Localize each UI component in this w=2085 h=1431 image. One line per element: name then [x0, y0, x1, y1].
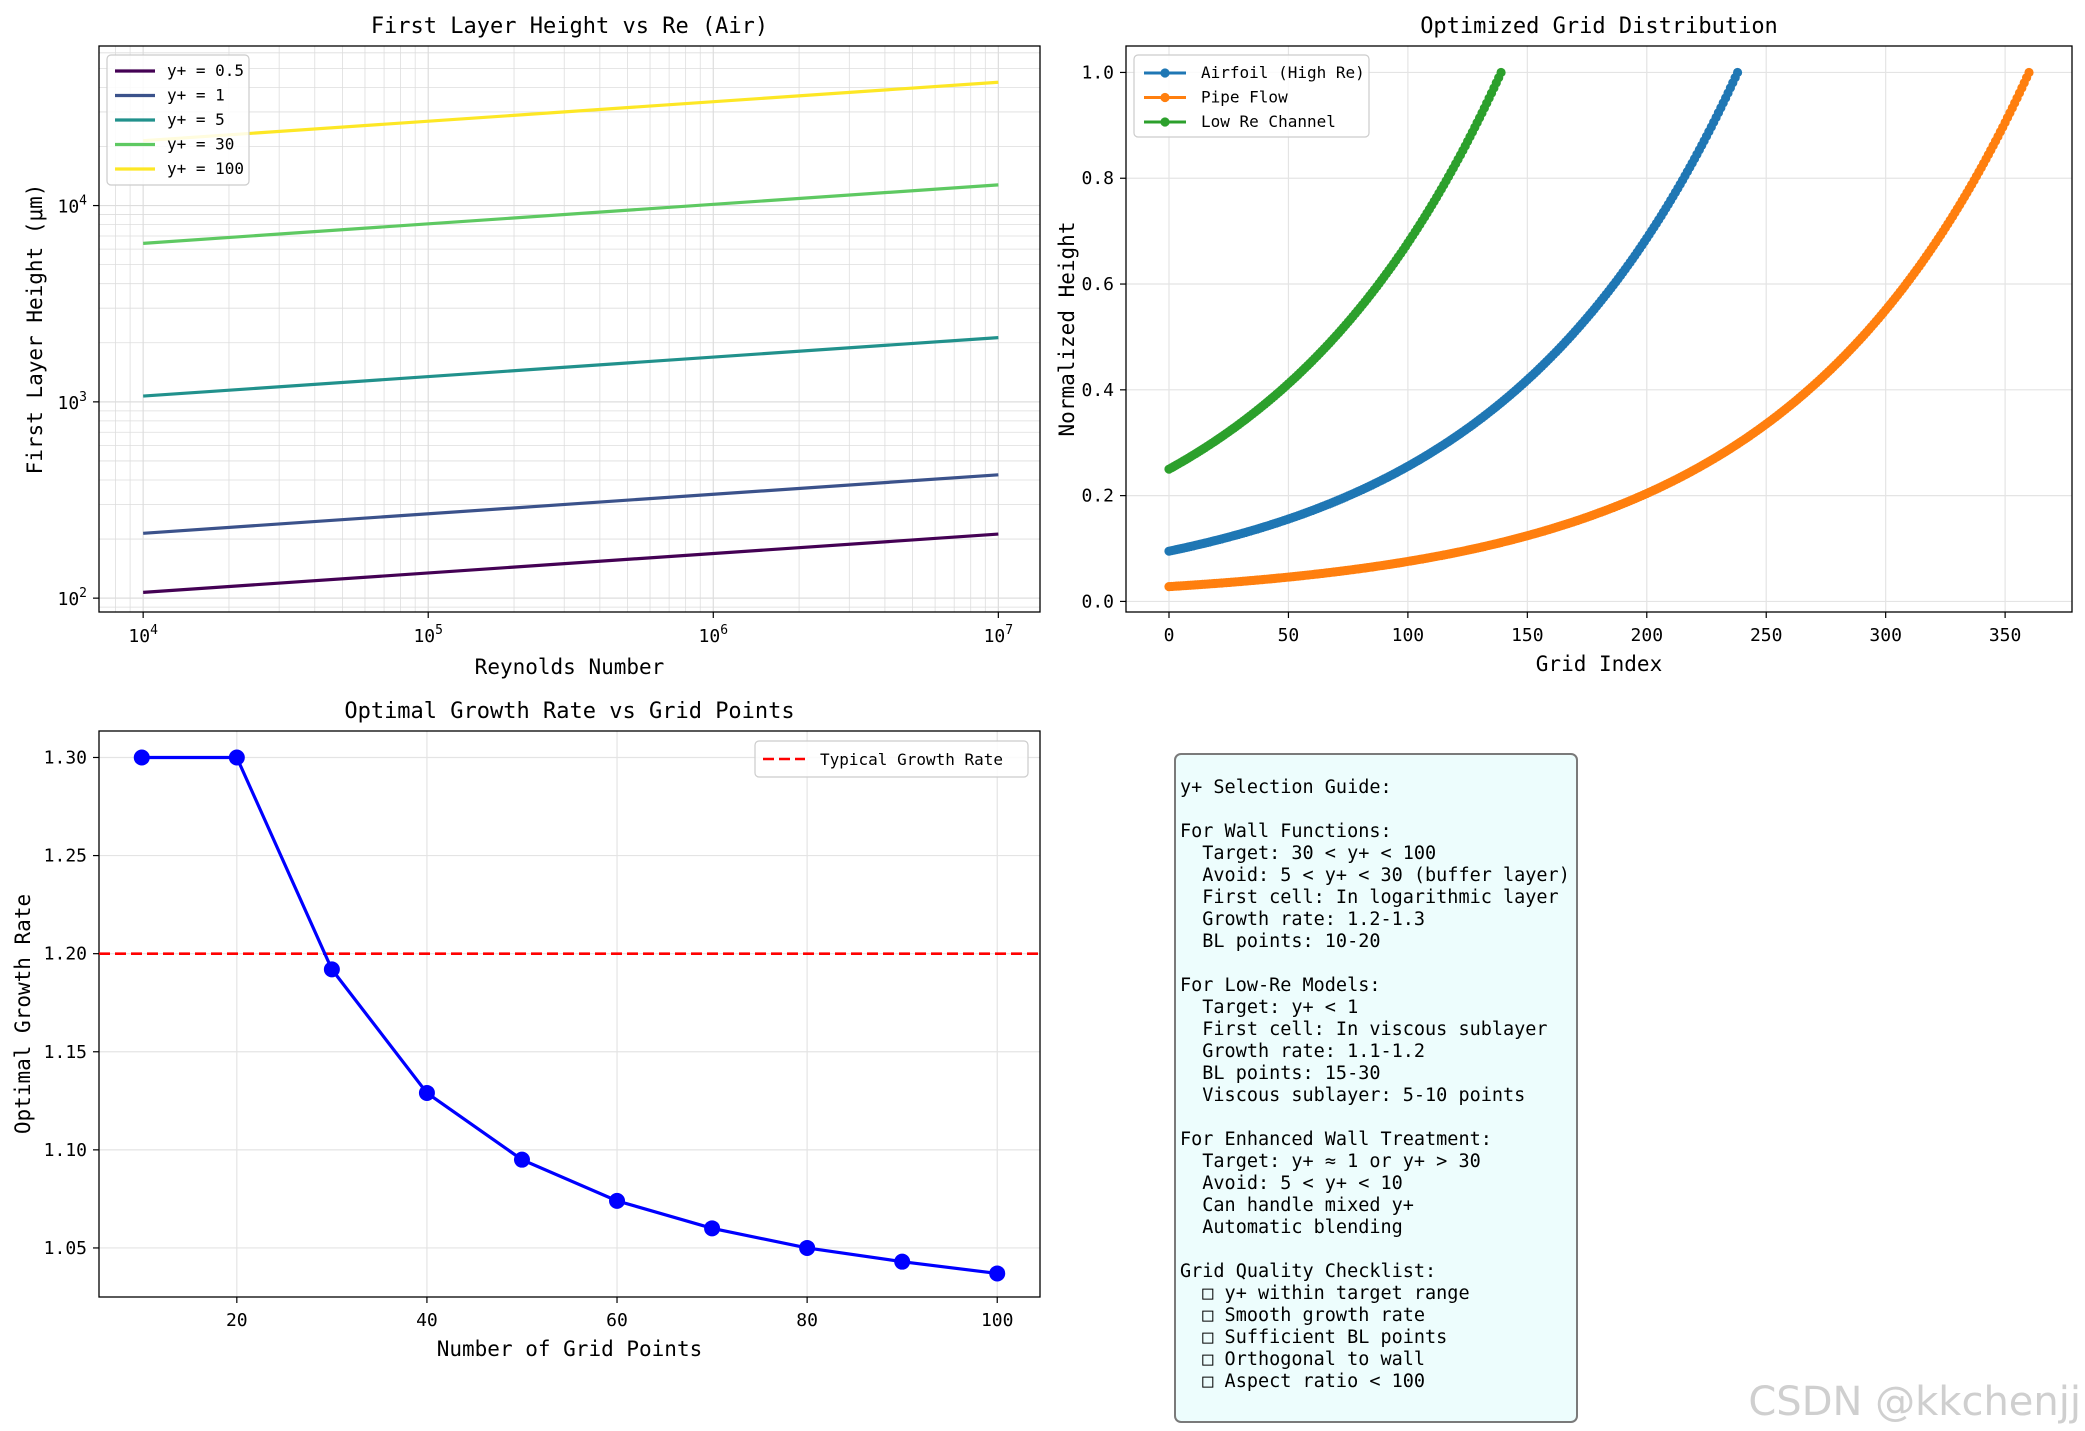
legend-box — [106, 54, 250, 186]
legend-marker — [1160, 117, 1170, 127]
x-tick-label: 105 — [413, 623, 443, 647]
data-point — [228, 749, 245, 766]
y-tick-label: 1.0 — [1081, 62, 1114, 83]
legend-label: Low Re Channel — [1201, 112, 1336, 131]
y-tick-label: 1.30 — [44, 747, 87, 768]
series-line-y-1 — [143, 473, 999, 535]
x-tick-label: 107 — [984, 623, 1014, 647]
legend-label: Airfoil (High Re) — [1201, 63, 1365, 82]
x-axis-label: Grid Index — [1536, 652, 1662, 676]
x-tick-label: 106 — [699, 623, 729, 647]
x-tick-label: 300 — [1869, 625, 1902, 646]
series-line-y-30 — [143, 183, 999, 245]
legend-label: y+ = 100 — [167, 159, 244, 178]
y-axis-label: First Layer Height (μm) — [23, 184, 47, 475]
series-line-y-5 — [143, 336, 999, 398]
x-tick-label: 40 — [416, 1310, 438, 1331]
x-tick-label: 50 — [1278, 625, 1300, 646]
legend-box — [754, 740, 1029, 778]
x-tick-label: 104 — [128, 623, 158, 647]
data-point — [2024, 67, 2034, 78]
y-tick-label: 103 — [57, 390, 87, 414]
data-point — [894, 1253, 911, 1270]
y-tick-label: 104 — [57, 194, 87, 218]
y-tick-label: 0.6 — [1081, 274, 1114, 295]
legend-label: y+ = 30 — [167, 135, 234, 154]
x-tick-label: 80 — [796, 1310, 818, 1331]
data-point — [609, 1192, 626, 1209]
y-tick-label: 1.20 — [44, 944, 87, 965]
x-tick-label: 350 — [1989, 625, 2022, 646]
data-point — [799, 1239, 816, 1256]
chart-title: First Layer Height vs Re (Air) — [371, 14, 768, 39]
data-point — [989, 1265, 1006, 1282]
y-axis-label: Normalized Height — [1055, 222, 1079, 437]
x-tick-label: 60 — [606, 1310, 628, 1331]
series-line — [141, 755, 998, 1276]
y-tick-label: 102 — [57, 586, 87, 610]
x-tick-label: 250 — [1750, 625, 1783, 646]
legend-box — [1133, 54, 1370, 138]
legend-label: y+ = 1 — [167, 86, 225, 105]
y-tick-label: 0.0 — [1081, 591, 1114, 612]
chart-first-layer-height: 104 105 106 107 102 103 104 First Layer Height … — [23, 14, 1041, 679]
legend-label: Typical Growth Rate — [820, 750, 1003, 769]
series-pipe-flow — [1164, 67, 2034, 592]
data-point — [513, 1151, 530, 1168]
x-tick-label: 20 — [226, 1310, 248, 1331]
chart-title: Optimal Growth Rate vs Grid Points — [344, 699, 794, 724]
x-axis-label: Reynolds Number — [475, 655, 665, 679]
data-point — [704, 1220, 721, 1237]
plot-frame — [98, 45, 1041, 613]
y-tick-label: 1.05 — [44, 1238, 87, 1259]
data-point — [418, 1084, 435, 1101]
chart-grid-distribution: 0 50 100 150 200 250 300 350 0.0 0.2 0.4 0.6 0.8 1.0 O… — [1055, 14, 2073, 676]
legend-label: y+ = 0.5 — [167, 61, 244, 80]
y-tick-label: 0.2 — [1081, 486, 1114, 507]
series-line — [1168, 71, 1739, 553]
x-tick-label: 0 — [1164, 625, 1175, 646]
data-point — [1496, 67, 1506, 78]
x-tick-label: 150 — [1511, 625, 1544, 646]
series-line-y-100 — [143, 80, 999, 143]
guide-text: y+ Selection Guide: For Wall Functions: … — [1180, 777, 1570, 1392]
y-plus-selection-guide-box: y+ Selection Guide: For Wall Functions: … — [1174, 753, 1578, 1423]
data-point — [1732, 67, 1743, 78]
x-tick-label: 200 — [1631, 625, 1664, 646]
plot-frame — [98, 730, 1041, 1298]
series-line-y-0-5 — [143, 532, 999, 594]
legend-label: Pipe Flow — [1201, 88, 1288, 107]
x-axis-label: Number of Grid Points — [437, 1337, 703, 1361]
plot-frame — [1125, 45, 2073, 613]
series-optimal-growth-rate — [133, 749, 1006, 1282]
chart-growth-rate: 20 40 60 80 100 1.05 1.10 1.15 1.20 1.25 1.30 Optim… — [11, 699, 1041, 1361]
series-low-re-channel — [1164, 67, 1506, 474]
y-axis-label: Optimal Growth Rate — [11, 894, 35, 1134]
y-tick-label: 1.10 — [44, 1140, 87, 1161]
legend-marker — [1160, 92, 1170, 103]
watermark: CSDN @kkchenjj — [1748, 1379, 2081, 1425]
series-airfoil-high-re — [1164, 67, 1743, 556]
chart-title: Optimized Grid Distribution — [1420, 14, 1778, 39]
x-tick-label: 100 — [1392, 625, 1425, 646]
y-tick-label: 0.8 — [1081, 168, 1114, 189]
y-tick-label: 0.4 — [1081, 380, 1114, 401]
legend-label: y+ = 5 — [167, 110, 225, 129]
data-point — [133, 749, 150, 766]
y-tick-label: 1.15 — [44, 1042, 87, 1063]
x-tick-label: 100 — [981, 1310, 1014, 1331]
data-point — [323, 961, 340, 978]
legend-marker — [1160, 68, 1170, 78]
y-tick-label: 1.25 — [44, 846, 87, 867]
